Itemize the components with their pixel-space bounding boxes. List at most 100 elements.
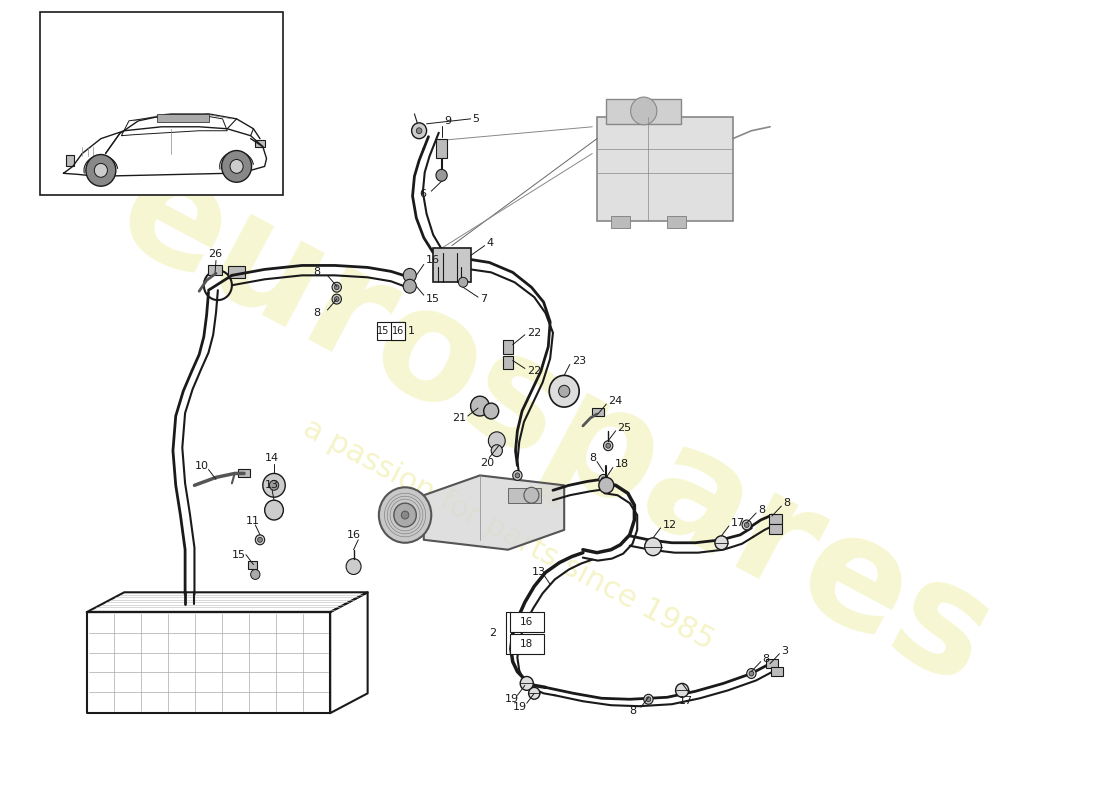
- Bar: [433, 248, 471, 282]
- Circle shape: [394, 503, 416, 527]
- Bar: [390, 322, 405, 340]
- Text: 16: 16: [392, 326, 404, 336]
- Bar: [766, 659, 778, 668]
- Text: 22: 22: [527, 366, 541, 377]
- Text: 17: 17: [679, 696, 693, 706]
- Circle shape: [334, 297, 339, 302]
- Text: 20: 20: [480, 458, 494, 467]
- Text: 19: 19: [513, 702, 527, 712]
- Text: 23: 23: [572, 355, 586, 366]
- Text: 22: 22: [527, 328, 541, 338]
- Circle shape: [332, 294, 341, 304]
- Bar: [769, 514, 782, 524]
- Circle shape: [257, 538, 262, 542]
- Circle shape: [270, 480, 278, 490]
- Bar: [771, 667, 783, 676]
- Text: 8: 8: [783, 498, 790, 508]
- Circle shape: [263, 474, 285, 498]
- Text: 16: 16: [346, 530, 361, 540]
- Bar: [377, 322, 405, 340]
- Circle shape: [747, 669, 756, 678]
- Bar: [228, 266, 245, 278]
- Bar: [40, 12, 284, 195]
- Bar: [510, 634, 543, 654]
- Circle shape: [604, 441, 613, 450]
- Text: eurospares: eurospares: [94, 134, 1016, 718]
- Text: 15: 15: [426, 294, 440, 304]
- Circle shape: [742, 520, 751, 530]
- Text: 14: 14: [265, 453, 278, 462]
- Text: 17: 17: [730, 518, 745, 528]
- Text: 15: 15: [232, 550, 246, 560]
- Circle shape: [404, 279, 416, 293]
- Circle shape: [471, 396, 490, 416]
- Bar: [436, 138, 448, 158]
- Text: 8: 8: [758, 505, 766, 515]
- Text: 5: 5: [473, 114, 480, 124]
- Text: 13: 13: [265, 480, 278, 490]
- Circle shape: [646, 697, 651, 702]
- Text: 9: 9: [444, 116, 451, 126]
- Text: 18: 18: [615, 458, 629, 469]
- Circle shape: [602, 477, 606, 482]
- Circle shape: [221, 150, 252, 182]
- Text: 4: 4: [486, 238, 494, 248]
- Circle shape: [484, 403, 498, 419]
- Bar: [157, 114, 209, 122]
- Text: 8: 8: [314, 267, 320, 278]
- Circle shape: [559, 386, 570, 397]
- Circle shape: [598, 474, 608, 484]
- Circle shape: [488, 432, 505, 450]
- Text: 7: 7: [480, 294, 487, 304]
- Circle shape: [675, 683, 689, 698]
- Circle shape: [520, 677, 534, 690]
- Text: 2: 2: [490, 628, 496, 638]
- Circle shape: [715, 536, 728, 550]
- Circle shape: [416, 128, 422, 134]
- Bar: [239, 470, 250, 478]
- Text: 8: 8: [590, 453, 596, 462]
- Circle shape: [402, 511, 409, 519]
- Circle shape: [598, 478, 614, 494]
- Bar: [597, 117, 733, 221]
- Text: 26: 26: [209, 249, 222, 258]
- Circle shape: [549, 375, 580, 407]
- Circle shape: [606, 443, 610, 448]
- Bar: [668, 216, 686, 228]
- Bar: [504, 355, 513, 370]
- Polygon shape: [424, 475, 564, 550]
- Bar: [508, 488, 541, 503]
- Circle shape: [524, 487, 539, 503]
- Text: 13: 13: [531, 567, 546, 578]
- Circle shape: [513, 470, 522, 480]
- Bar: [592, 408, 604, 416]
- Circle shape: [334, 285, 339, 290]
- Text: a passion for parts since 1985: a passion for parts since 1985: [298, 414, 718, 656]
- Text: 8: 8: [762, 654, 770, 664]
- Circle shape: [332, 282, 341, 292]
- Circle shape: [404, 269, 416, 282]
- Bar: [208, 266, 222, 275]
- Circle shape: [515, 473, 519, 478]
- Text: 6: 6: [419, 189, 426, 199]
- Bar: [769, 524, 782, 534]
- Text: 19: 19: [505, 694, 519, 704]
- Text: 11: 11: [246, 516, 260, 526]
- Circle shape: [630, 97, 657, 125]
- Text: 21: 21: [452, 413, 466, 423]
- Bar: [504, 340, 513, 354]
- Circle shape: [346, 558, 361, 574]
- Circle shape: [230, 159, 243, 174]
- Bar: [510, 612, 543, 632]
- Circle shape: [529, 687, 540, 699]
- Bar: [606, 99, 681, 124]
- Circle shape: [95, 163, 108, 178]
- Text: 16: 16: [520, 617, 534, 627]
- Text: 10: 10: [195, 461, 209, 470]
- Bar: [66, 154, 74, 166]
- Text: 25: 25: [617, 423, 631, 433]
- Bar: [610, 216, 629, 228]
- Text: 15: 15: [377, 326, 389, 336]
- Circle shape: [436, 170, 448, 182]
- Circle shape: [251, 570, 260, 579]
